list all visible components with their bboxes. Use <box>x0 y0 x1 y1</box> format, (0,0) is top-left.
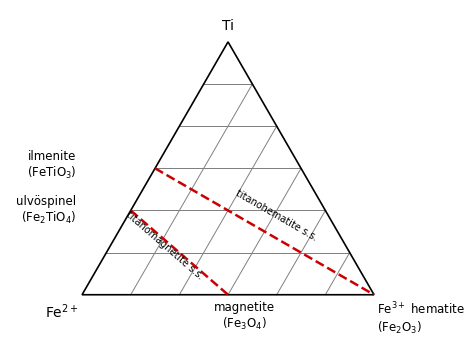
Text: ilmenite
(FeTiO$_3$): ilmenite (FeTiO$_3$) <box>27 150 76 181</box>
Text: titanomagnetite s.s.: titanomagnetite s.s. <box>124 209 205 281</box>
Text: Ti: Ti <box>222 19 234 33</box>
Text: magnetite
(Fe$_3$O$_4$): magnetite (Fe$_3$O$_4$) <box>213 301 274 332</box>
Text: Fe$^{3+}$ hematite
(Fe$_2$O$_3$): Fe$^{3+}$ hematite (Fe$_2$O$_3$) <box>377 301 465 336</box>
Text: titanohematite s.s.: titanohematite s.s. <box>234 188 319 243</box>
Text: ulvöspinel
(Fe$_2$TiO$_4$): ulvöspinel (Fe$_2$TiO$_4$) <box>16 195 76 226</box>
Text: Fe$^{2+}$: Fe$^{2+}$ <box>46 302 79 321</box>
